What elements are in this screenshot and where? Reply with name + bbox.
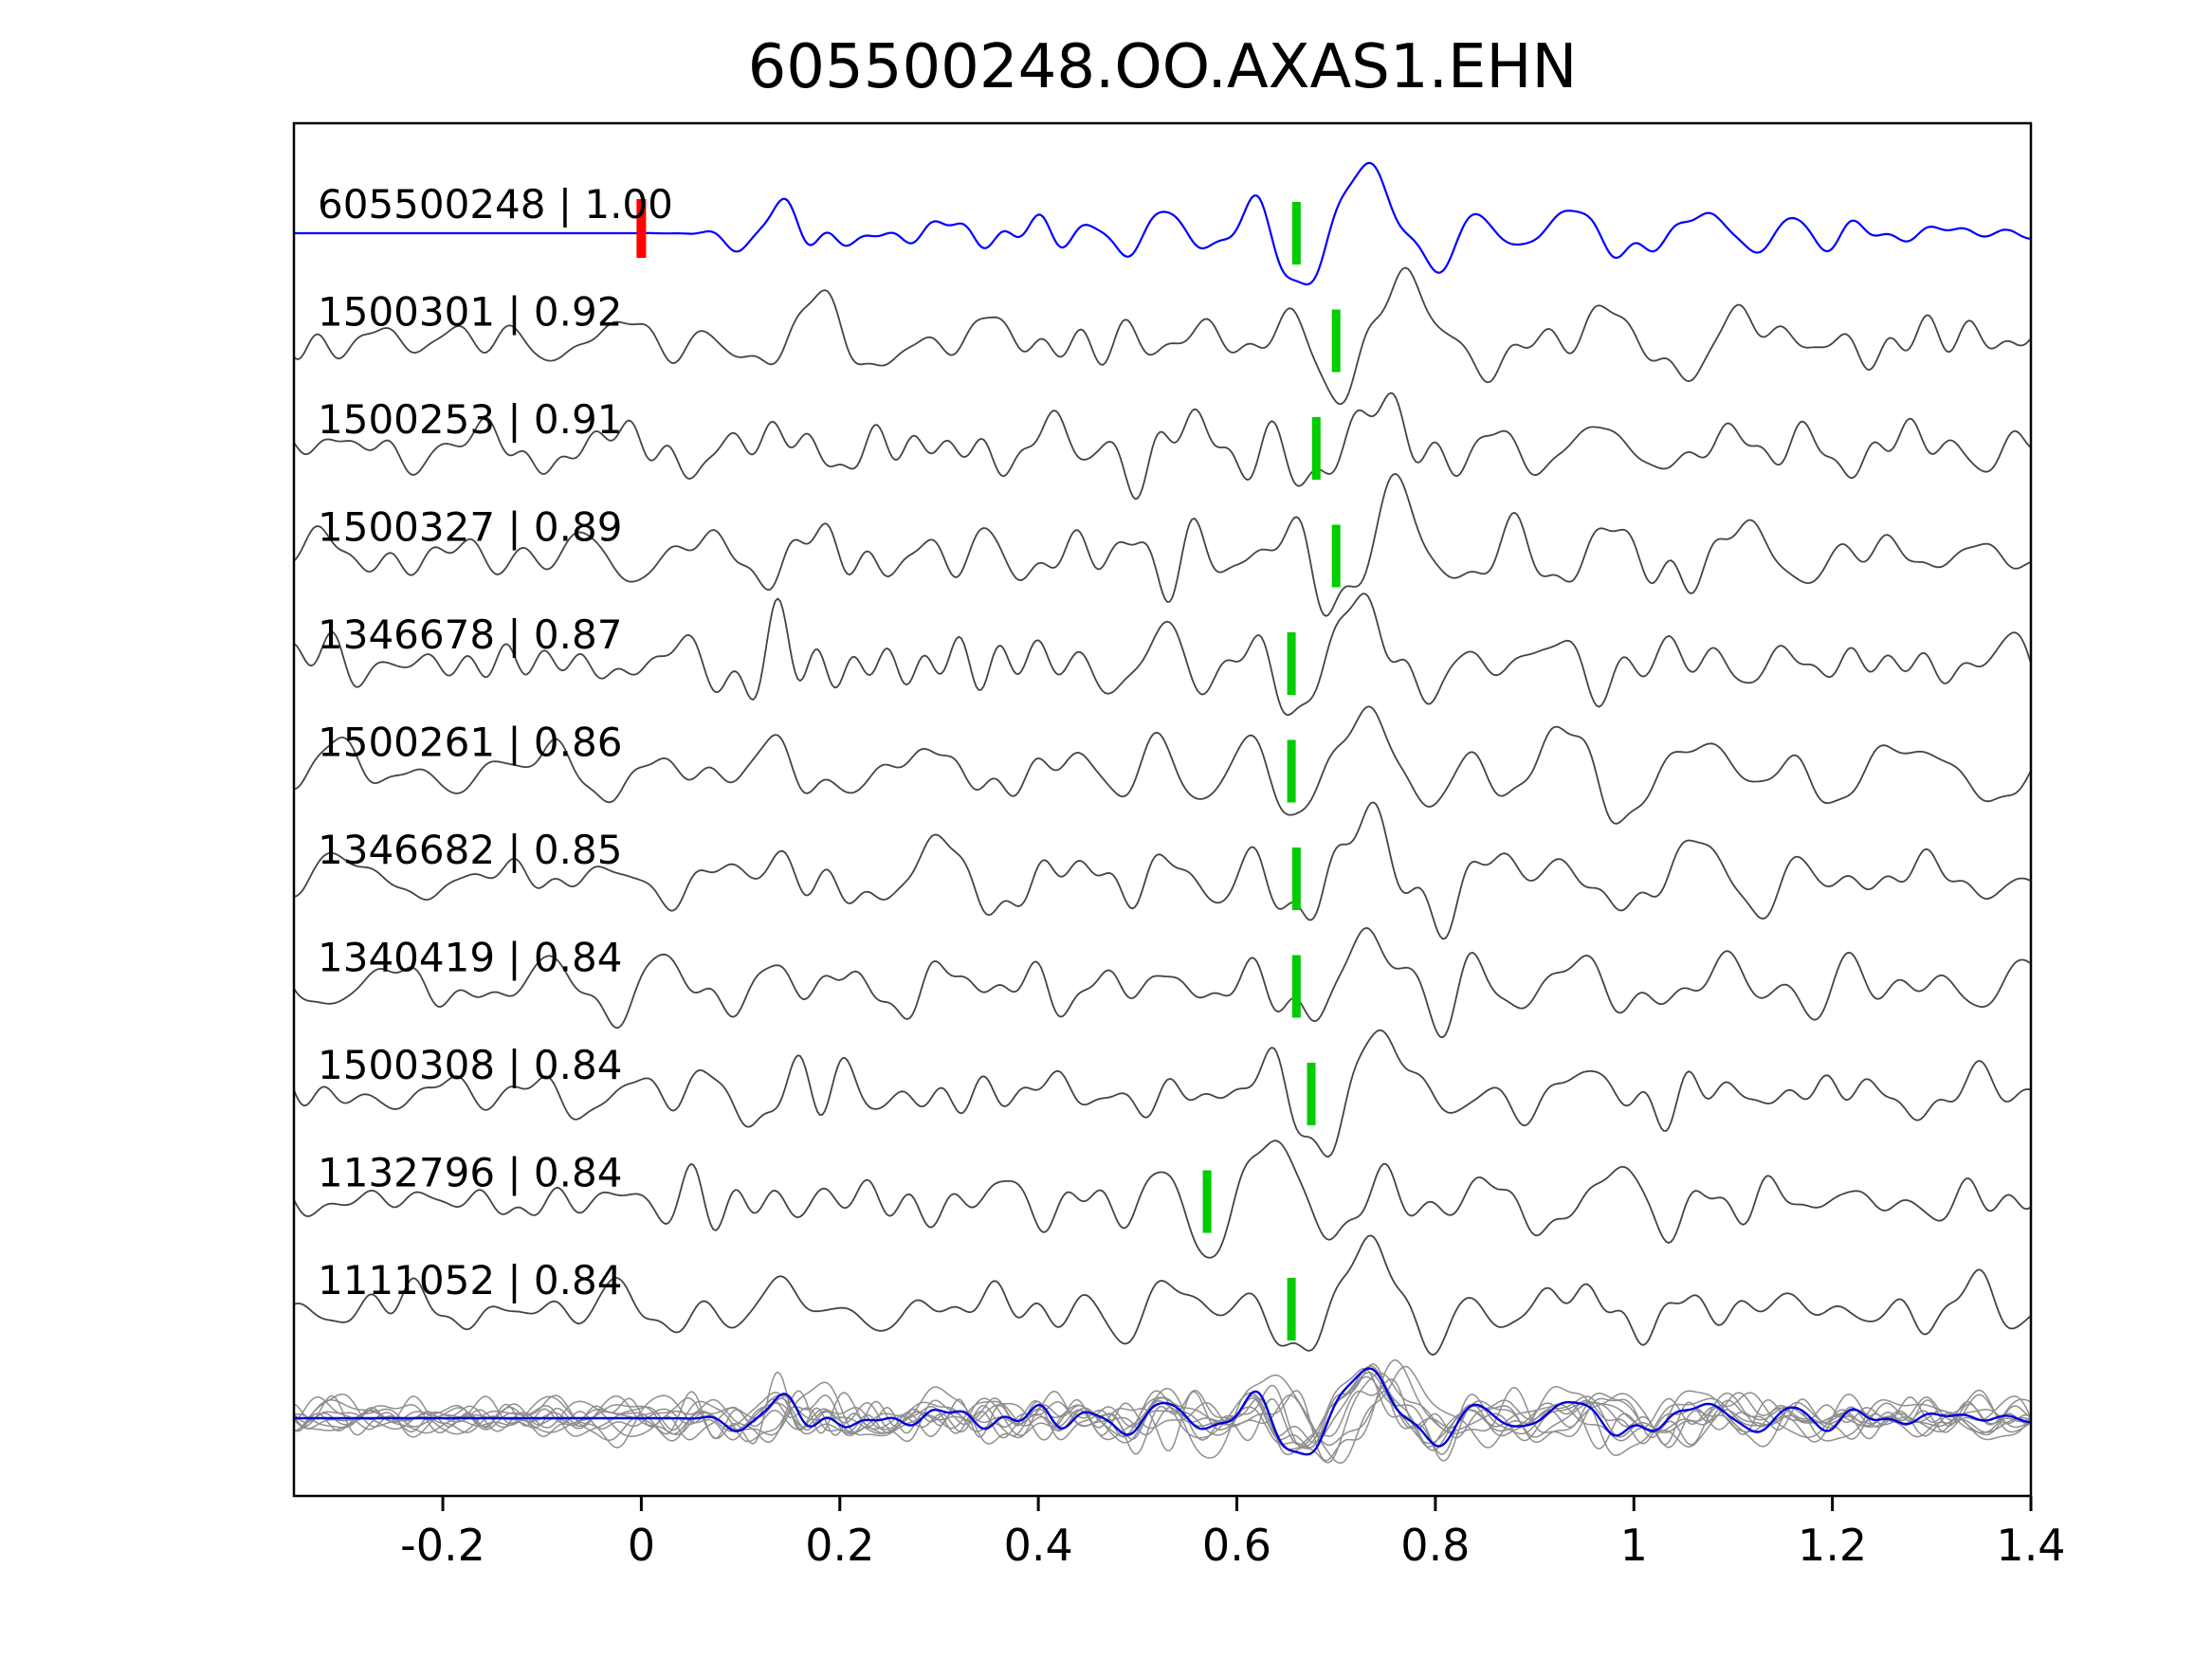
trace-1500301 xyxy=(294,266,2031,406)
pick-marker-1346678 xyxy=(1287,632,1296,695)
trace-label-1340419: 1340419 | 0.84 xyxy=(318,935,622,981)
figure-title: 605500248.OO.AXAS1.EHN xyxy=(748,32,1578,102)
trace-1500261 xyxy=(294,705,2031,825)
pick-markers xyxy=(636,199,1341,1340)
x-tick-label: 1.4 xyxy=(1996,1520,2065,1571)
trace-labels: 605500248 | 1.00 1500301 | 0.92 1500253 | … xyxy=(318,181,673,1304)
x-tick-label: -0.2 xyxy=(400,1520,485,1571)
pick-marker-1500301 xyxy=(1331,309,1341,373)
pick-marker-1500261 xyxy=(1287,739,1296,803)
overlay-trace-1346678 xyxy=(294,1367,2031,1456)
overlay-trace-1500308 xyxy=(294,1372,2031,1464)
plot-border xyxy=(292,121,2033,1498)
x-tick-label: 1 xyxy=(1620,1520,1648,1571)
trace-label-1500261: 1500261 | 0.86 xyxy=(318,720,622,766)
trace-label-1500308: 1500308 | 0.84 xyxy=(318,1042,622,1088)
trace-1500308 xyxy=(294,1029,2031,1158)
pick-marker-1346682 xyxy=(1291,848,1301,910)
overlay-trace-1500301 xyxy=(294,1365,2031,1465)
overlay-trace-1340419 xyxy=(294,1376,2031,1455)
overlay-trace-1500327 xyxy=(294,1358,2031,1462)
x-tick-label: 0.6 xyxy=(1202,1520,1271,1571)
trace-1111052 xyxy=(294,1234,2031,1356)
x-tick-label: 0.2 xyxy=(805,1520,874,1571)
x-tick-label: 0.4 xyxy=(1004,1520,1073,1571)
trace-label-1346678: 1346678 | 0.87 xyxy=(318,611,622,658)
overlay-template-trace xyxy=(294,1367,2031,1456)
x-axis: -0.2 0 0.2 0.4 0.6 0.8 1 1.2 1.4 xyxy=(400,1496,2066,1571)
pick-marker-1340419 xyxy=(1291,955,1301,1018)
trace-label-1500327: 1500327 | 0.89 xyxy=(318,504,622,551)
trace-label-1132796: 1132796 | 0.84 xyxy=(318,1150,622,1196)
trace-1500253 xyxy=(294,392,2031,501)
x-tick-label: 1.2 xyxy=(1798,1520,1867,1571)
trace-label-1500301: 1500301 | 0.92 xyxy=(318,289,622,336)
pick-marker-1132796 xyxy=(1202,1170,1212,1233)
stack-overlay xyxy=(294,1358,2031,1465)
trace-label-1111052: 1111052 | 0.84 xyxy=(318,1257,622,1304)
trace-1346682 xyxy=(294,801,2031,940)
pick-marker-1500327 xyxy=(1331,524,1341,588)
trace-1500327 xyxy=(294,473,2031,617)
origin-marker-605500248 xyxy=(636,199,647,258)
trace-lines xyxy=(294,161,2031,1356)
trace-label-1500253: 1500253 | 0.91 xyxy=(318,396,622,443)
x-tick-label: 0.8 xyxy=(1400,1520,1470,1571)
trace-1132796 xyxy=(294,1139,2031,1259)
pick-marker-1500308 xyxy=(1307,1063,1316,1125)
trace-label-1346682: 1346682 | 0.85 xyxy=(318,827,622,873)
trace-1346678 xyxy=(294,592,2031,716)
pick-marker-1111052 xyxy=(1287,1278,1296,1340)
trace-1340419 xyxy=(294,927,2031,1039)
trace-label-605500248: 605500248 | 1.00 xyxy=(318,181,673,228)
x-tick-label: 0 xyxy=(628,1520,655,1571)
pick-marker-605500248 xyxy=(1291,202,1301,264)
overlay-trace-1111052 xyxy=(294,1365,2031,1451)
pick-marker-1500253 xyxy=(1311,417,1321,480)
trace-605500248 xyxy=(294,161,2031,286)
